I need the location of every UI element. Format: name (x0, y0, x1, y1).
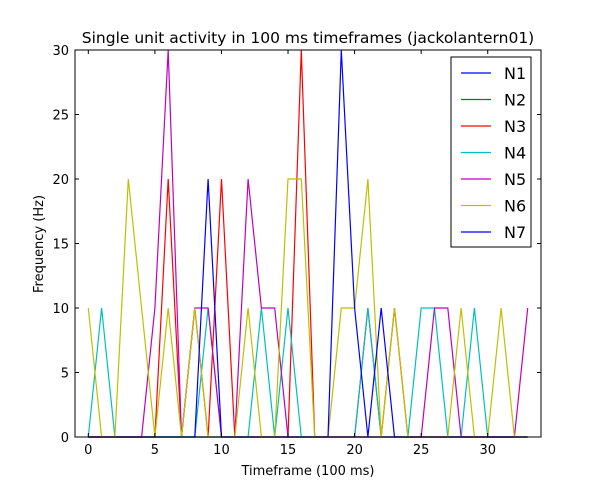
x-tick-label: 20 (346, 443, 363, 458)
legend-label-n4: N4 (504, 144, 526, 163)
x-tick-label: 15 (280, 443, 297, 458)
x-tick-label: 10 (213, 443, 230, 458)
x-tick-label: 0 (84, 443, 92, 458)
legend-label-n1: N1 (504, 64, 526, 83)
legend-label-n7: N7 (504, 223, 526, 242)
x-tick-label: 5 (151, 443, 159, 458)
legend: N1 N2 N3 N4 N5 N6 N7 (450, 56, 532, 248)
series-line-n4 (87, 307, 528, 438)
legend-label-n5: N5 (504, 170, 526, 189)
y-tick-label: 15 (52, 238, 69, 253)
x-tick-label: 30 (479, 443, 496, 458)
y-axis-label: Frequency (Hz) (32, 195, 47, 293)
legend-label-n3: N3 (504, 117, 526, 136)
y-tick-label: 0 (61, 431, 69, 446)
legend-label-n2: N2 (504, 91, 526, 110)
chart-title: Single unit activity in 100 ms timeframe… (82, 29, 534, 47)
y-tick-label: 25 (52, 109, 69, 124)
series-line-n6 (87, 178, 528, 438)
y-tick-label: 20 (52, 173, 69, 188)
y-axis-ticks: 0 5 10 15 20 25 30 (52, 44, 541, 446)
x-axis-label: Timeframe (100 ms) (240, 464, 374, 479)
y-tick-label: 10 (52, 302, 69, 317)
x-tick-label: 25 (413, 443, 430, 458)
y-tick-label: 5 (61, 367, 69, 382)
x-axis-ticks: 0 5 10 15 20 25 30 (84, 50, 496, 458)
legend-label-n6: N6 (504, 197, 526, 216)
y-tick-label: 30 (52, 44, 69, 59)
